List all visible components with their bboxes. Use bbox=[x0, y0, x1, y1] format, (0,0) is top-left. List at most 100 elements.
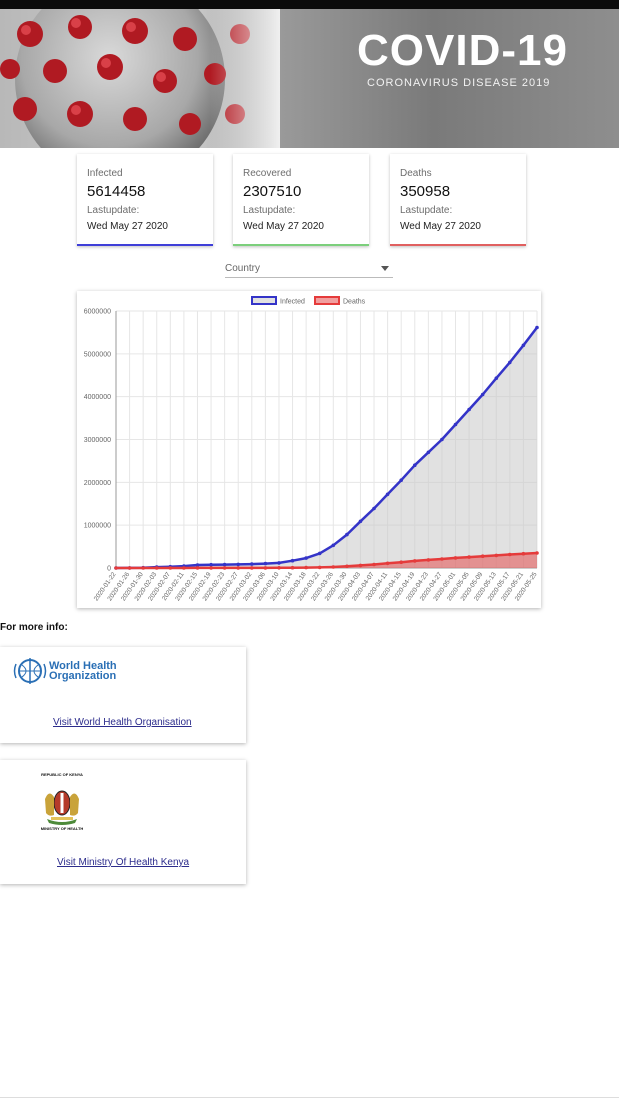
y-tick-label: 1000000 bbox=[84, 523, 111, 530]
data-point-deaths bbox=[168, 566, 173, 570]
series-area-deaths bbox=[116, 553, 537, 568]
deaths-card: Deaths 350958 Lastupdate: Wed May 27 202… bbox=[390, 154, 526, 246]
data-point-deaths bbox=[304, 565, 308, 570]
data-point-deaths bbox=[195, 566, 200, 570]
who-logo-text: World Health Organization bbox=[49, 660, 117, 682]
data-point-deaths bbox=[290, 565, 295, 570]
data-point-infected bbox=[372, 506, 376, 511]
card-date: Wed May 27 2020 bbox=[400, 221, 481, 232]
series-line-deaths bbox=[116, 551, 538, 570]
data-point-deaths bbox=[127, 566, 132, 570]
card-count: 2307510 bbox=[243, 183, 302, 200]
data-point-infected bbox=[467, 407, 471, 412]
bottom-divider bbox=[0, 1097, 619, 1098]
data-point-infected bbox=[358, 519, 363, 524]
data-point-deaths bbox=[480, 554, 485, 558]
moh-logo-bottom-text: MINISTRY OF HEALTH bbox=[40, 826, 84, 831]
more-info-heading: For more info: bbox=[0, 622, 68, 633]
cases-line-chart: 0 1000000 2000000 3000000 4000000 5000000 6000… bbox=[84, 296, 539, 602]
data-point-deaths bbox=[236, 566, 240, 570]
moh-logo-top-text: REPUBLIC OF KENYA bbox=[41, 772, 83, 777]
data-point-deaths bbox=[331, 565, 336, 569]
data-point-infected bbox=[317, 551, 322, 556]
data-point-infected bbox=[236, 562, 240, 567]
data-point-infected bbox=[345, 532, 349, 537]
legend-swatch bbox=[251, 296, 277, 305]
data-point-infected bbox=[508, 360, 512, 365]
data-point-deaths bbox=[277, 566, 281, 570]
data-point-deaths bbox=[413, 559, 417, 563]
data-point-infected bbox=[480, 392, 485, 397]
card-update-label: Lastupdate: bbox=[243, 205, 296, 216]
chart-card: 0 1000000 2000000 3000000 4000000 5000000 6000… bbox=[77, 291, 541, 608]
series-line-infected bbox=[115, 326, 538, 570]
y-tick-label: 5000000 bbox=[84, 351, 111, 358]
data-point-deaths bbox=[222, 566, 227, 570]
card-update-label: Lastupdate: bbox=[87, 205, 140, 216]
moh-link[interactable]: Visit Ministry Of Health Kenya bbox=[57, 857, 190, 868]
series-area-infected bbox=[116, 327, 537, 568]
dropdown-arrow-icon bbox=[381, 266, 389, 271]
legend-label: Infected bbox=[280, 299, 305, 306]
data-point-infected bbox=[209, 562, 213, 567]
legend-swatch bbox=[314, 296, 340, 305]
data-point-deaths bbox=[399, 560, 404, 564]
moh-card: REPUBLIC OF KENYA MINISTRY OF HEALTH Vis… bbox=[0, 760, 246, 884]
moh-logo: REPUBLIC OF KENYA MINISTRY OF HEALTH bbox=[29, 772, 95, 832]
y-tick-label: 3000000 bbox=[84, 437, 111, 444]
card-label: Recovered bbox=[243, 168, 292, 179]
data-point-infected bbox=[385, 492, 390, 497]
data-point-deaths bbox=[209, 566, 213, 570]
data-point-deaths bbox=[508, 552, 512, 557]
data-point-infected bbox=[413, 463, 417, 467]
data-point-infected bbox=[277, 561, 281, 565]
y-tick-label: 4000000 bbox=[84, 394, 111, 401]
data-point-deaths bbox=[494, 553, 499, 558]
data-point-deaths bbox=[453, 556, 458, 560]
y-tick-label: 0 bbox=[107, 566, 111, 573]
data-point-deaths bbox=[317, 565, 322, 570]
data-point-deaths bbox=[385, 561, 390, 566]
who-link[interactable]: Visit World Health Organisation bbox=[53, 717, 192, 728]
data-point-deaths bbox=[440, 557, 444, 561]
data-point-infected bbox=[521, 343, 526, 348]
data-point-infected bbox=[399, 478, 404, 482]
legend-label: Deaths bbox=[343, 299, 366, 306]
kenya-coat-of-arms-icon bbox=[45, 790, 79, 825]
covid-banner: COVID-19 CORONAVIRUS DISEASE 2019 bbox=[0, 9, 619, 148]
who-card: World Health Organization Visit World He… bbox=[0, 647, 246, 743]
country-select-value: Country bbox=[225, 263, 261, 274]
card-label: Deaths bbox=[400, 168, 432, 179]
card-count: 5614458 bbox=[87, 183, 146, 200]
data-point-infected bbox=[453, 422, 458, 427]
data-point-deaths bbox=[250, 566, 254, 570]
card-label: Infected bbox=[87, 168, 123, 179]
data-point-infected bbox=[440, 437, 444, 442]
who-logo-icon bbox=[13, 658, 47, 684]
banner-subtitle: CORONAVIRUS DISEASE 2019 bbox=[367, 77, 551, 89]
data-point-infected bbox=[426, 450, 431, 455]
recovered-card: Recovered 2307510 Lastupdate: Wed May 27… bbox=[233, 154, 369, 246]
data-point-infected bbox=[331, 543, 336, 548]
data-point-deaths bbox=[141, 566, 145, 570]
coronavirus-image bbox=[0, 9, 280, 148]
card-date: Wed May 27 2020 bbox=[243, 221, 324, 232]
country-select[interactable]: Country bbox=[225, 258, 393, 278]
data-point-infected bbox=[250, 562, 254, 566]
data-point-deaths bbox=[154, 566, 159, 570]
data-point-deaths bbox=[263, 566, 268, 570]
data-point-infected bbox=[494, 376, 499, 380]
data-point-deaths bbox=[535, 551, 539, 555]
data-point-infected bbox=[263, 561, 268, 566]
data-point-infected bbox=[304, 556, 308, 560]
data-point-deaths bbox=[467, 555, 471, 559]
data-point-deaths bbox=[182, 566, 186, 570]
card-count: 350958 bbox=[400, 183, 451, 200]
data-point-infected bbox=[535, 325, 539, 330]
data-point-deaths bbox=[358, 563, 363, 568]
card-update-label: Lastupdate: bbox=[400, 205, 453, 216]
y-tick-label: 2000000 bbox=[84, 480, 111, 487]
status-bar bbox=[0, 0, 619, 9]
data-point-infected bbox=[222, 562, 227, 567]
y-tick-label: 6000000 bbox=[84, 309, 111, 316]
